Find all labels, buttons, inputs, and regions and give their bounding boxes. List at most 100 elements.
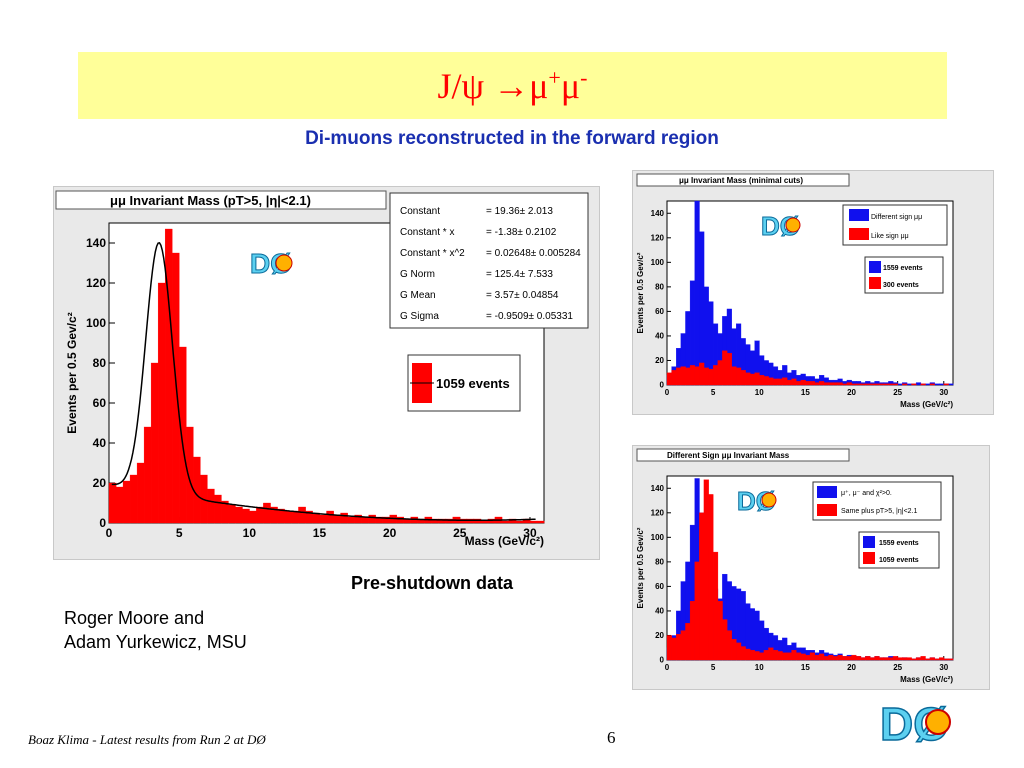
histogram-bar	[874, 383, 880, 386]
histogram-bar	[759, 652, 765, 661]
x-tick-label: 30	[939, 663, 948, 672]
histogram-bar	[809, 652, 815, 661]
count-blue-swatch	[869, 261, 881, 273]
histogram-bar	[869, 657, 875, 661]
d0-logo-circle	[785, 217, 801, 233]
histogram-bar	[703, 367, 709, 386]
histogram-bar	[143, 426, 152, 524]
count-red-swatch	[869, 277, 881, 289]
histogram-bar	[860, 657, 866, 661]
histogram-bar	[515, 520, 524, 524]
histogram-bar	[786, 379, 792, 386]
histogram-bar	[869, 383, 875, 386]
histogram-bar	[694, 366, 700, 386]
x-tick-label: 5	[711, 663, 716, 672]
d0-logo-large: DØ	[879, 697, 951, 750]
slide-subtitle: Di-muons reconstructed in the forward re…	[305, 128, 719, 149]
histogram-bar	[685, 367, 691, 386]
d0-logo-large-text: DØ	[880, 698, 949, 750]
histogram-bar	[939, 657, 945, 661]
plot-title: μμ Invariant Mass (minimal cuts)	[679, 176, 803, 185]
histogram-bar	[712, 365, 719, 386]
histogram-bar	[777, 651, 783, 661]
histogram-bar	[731, 366, 737, 386]
histogram-bar	[911, 383, 917, 386]
histogram-bar	[689, 600, 696, 661]
d0-logo: DØ	[761, 211, 801, 242]
x-tick-label: 15	[801, 388, 810, 397]
histogram-bar	[179, 346, 187, 524]
plot-title: μμ Invariant Mass (pT>5, |η|<2.1)	[110, 193, 311, 208]
legend-blue-swatch	[849, 209, 869, 221]
histogram-bar	[934, 383, 940, 386]
x-tick-label: 10	[755, 663, 764, 672]
d0-logo-circle	[761, 492, 777, 508]
histogram-bar	[819, 381, 825, 386]
histogram-bar	[948, 383, 954, 386]
y-tick-label: 140	[651, 209, 665, 218]
y-axis-label: Events per 0.5 Gev/c²	[636, 252, 645, 333]
x-tick-label: 15	[313, 526, 327, 540]
y-tick-label: 120	[86, 276, 106, 290]
histogram-bar	[689, 365, 696, 386]
y-tick-label: 0	[660, 656, 665, 665]
histogram-bar	[791, 650, 797, 661]
histogram-bar	[157, 282, 166, 524]
y-tick-label: 100	[86, 316, 106, 330]
histogram-bar	[749, 373, 755, 386]
histogram-bar	[943, 658, 949, 661]
histogram-bar	[284, 510, 292, 524]
histogram-bar	[759, 375, 765, 386]
histogram-bar	[722, 350, 728, 386]
histogram-bar	[823, 382, 829, 386]
histogram-bar	[800, 379, 806, 386]
title-banner: J/ψ →μ+μ-	[78, 52, 947, 119]
stat-value: = 125.4± 7.533	[486, 269, 553, 280]
y-tick-label: 120	[651, 508, 665, 517]
histogram-bar	[939, 383, 945, 386]
count-blue-label: 1559 events	[879, 540, 919, 547]
histogram-bar	[879, 657, 885, 661]
histogram-bar	[676, 367, 682, 386]
histogram-bar	[529, 520, 538, 524]
legend-like-sign: Like sign μμ	[871, 233, 909, 240]
legend-mu-pm: μ⁺, μ⁻ and χ²>0.	[841, 490, 892, 497]
histogram-bar	[242, 508, 250, 524]
histogram-bar	[680, 630, 686, 661]
histogram-bar	[694, 200, 700, 386]
x-axis-label: Mass (GeV/c²)	[465, 534, 544, 548]
histogram-bar	[726, 352, 732, 386]
histogram-bar	[772, 650, 779, 661]
stat-label: Constant * x	[400, 227, 454, 238]
histogram-bar	[326, 510, 334, 524]
histogram-bar	[874, 656, 880, 661]
histogram-bar	[291, 510, 299, 524]
histogram-bar	[699, 362, 705, 386]
count-blue-label: 1559 events	[883, 265, 923, 272]
histogram-bar	[920, 383, 926, 386]
y-tick-label: 80	[93, 356, 107, 370]
histogram-bar	[703, 479, 709, 661]
histogram-bar	[150, 362, 159, 524]
histogram-bar	[685, 623, 691, 661]
x-tick-label: 20	[847, 663, 856, 672]
histogram-bar	[319, 514, 327, 524]
histogram-bar	[892, 383, 898, 386]
histogram-bar	[791, 378, 797, 386]
histogram-bar	[865, 383, 871, 386]
histogram-bar	[754, 651, 760, 661]
y-tick-label: 140	[86, 236, 106, 250]
histogram-bar	[536, 520, 545, 524]
count-blue-swatch	[863, 536, 875, 548]
histogram-bar	[207, 488, 215, 524]
d0-logo-text: DØ	[761, 211, 800, 241]
histogram-bar	[809, 381, 815, 386]
histogram-bar	[671, 637, 677, 661]
y-tick-label: 40	[655, 332, 664, 341]
histogram-bar	[136, 462, 145, 524]
minimal-cuts-plot: μμ Invariant Mass (minimal cuts) 0 5 10 15 2…	[632, 170, 994, 415]
histogram-bar	[832, 382, 839, 386]
histogram-bar	[754, 372, 760, 386]
histogram-bar	[666, 635, 672, 661]
histogram-bar	[828, 382, 834, 386]
